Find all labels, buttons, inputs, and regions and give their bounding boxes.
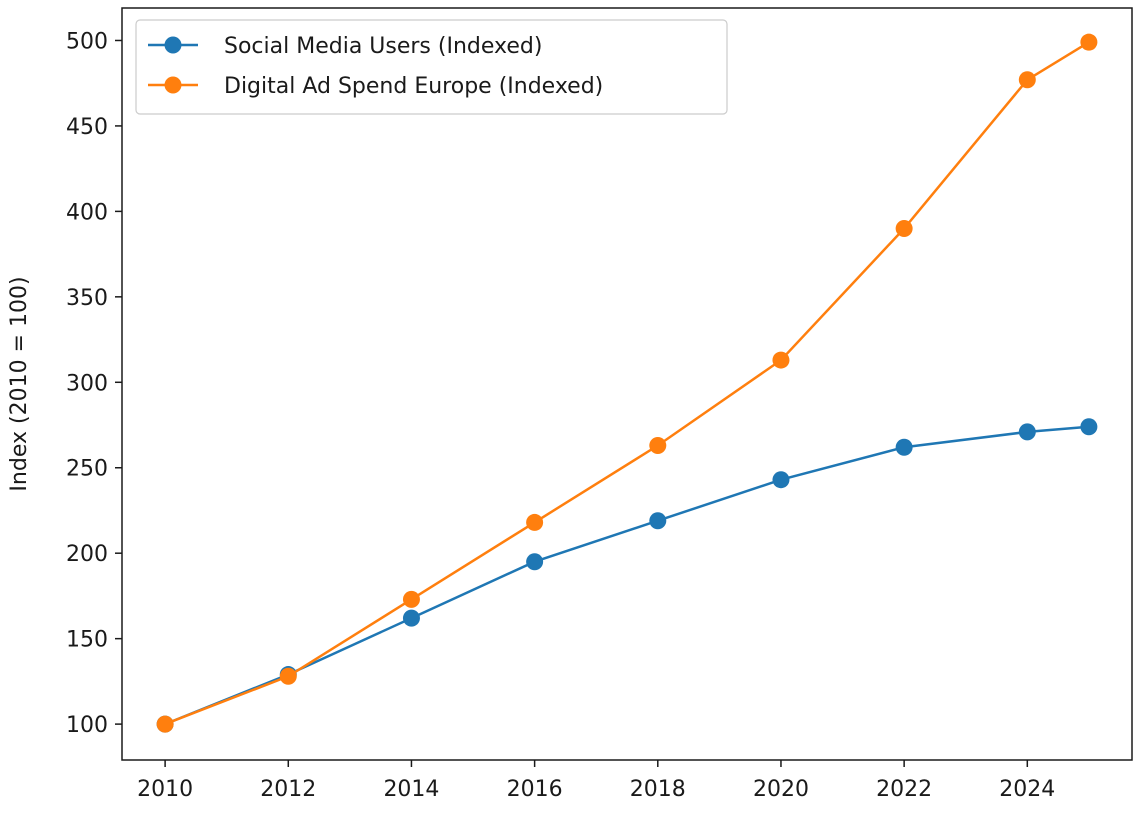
x-tick-label: 2018: [630, 777, 686, 802]
x-tick-label: 2012: [260, 777, 316, 802]
legend: Social Media Users (Indexed) Digital Ad S…: [135, 19, 728, 115]
x-tick-label: 2010: [137, 777, 193, 802]
x-tick-label: 2020: [753, 777, 809, 802]
series-line: [164, 41, 1090, 726]
data-point: [1080, 418, 1098, 436]
series-line: [164, 425, 1090, 726]
data-point: [1018, 71, 1036, 89]
data-point: [772, 471, 790, 489]
data-point: [895, 219, 913, 237]
data-point: [1018, 423, 1036, 441]
legend-entry: Social Media Users (Indexed): [148, 34, 542, 59]
y-tick-label: 400: [66, 200, 108, 225]
legend-label: Social Media Users (Indexed): [224, 34, 542, 59]
data-point: [895, 438, 913, 456]
y-tick-label: 150: [66, 628, 108, 653]
x-tick-label: 2022: [876, 777, 932, 802]
plot-area: [121, 7, 1133, 761]
data-point: [279, 667, 297, 685]
series-1: [156, 418, 1098, 733]
x-tick-label: 2014: [383, 777, 439, 802]
y-axis: 100 150 200 250 300 350 400 450 500: [66, 29, 122, 738]
legend-label: Digital Ad Spend Europe (Indexed): [224, 74, 603, 99]
y-tick-label: 350: [66, 286, 108, 311]
x-tick-label: 2016: [507, 777, 563, 802]
legend-marker: [164, 76, 182, 94]
legend-box: [135, 19, 728, 115]
x-axis: 2010 2012 2014 2016 2018 2020 2022 2024: [137, 760, 1055, 802]
series-2: [156, 33, 1098, 733]
data-point: [649, 512, 667, 530]
data-point: [649, 437, 667, 455]
data-point: [402, 609, 420, 627]
data-point: [402, 590, 420, 608]
legend-entry: Digital Ad Spend Europe (Indexed): [148, 74, 603, 99]
y-tick-label: 100: [66, 713, 108, 738]
y-tick-label: 450: [66, 115, 108, 140]
y-tick-label: 250: [66, 457, 108, 482]
x-tick-label: 2024: [999, 777, 1055, 802]
data-point: [772, 351, 790, 369]
y-tick-label: 300: [66, 371, 108, 396]
data-point: [526, 513, 544, 531]
y-tick-label: 500: [66, 29, 108, 54]
y-axis-label: Index (2010 = 100): [7, 276, 32, 491]
data-point: [156, 715, 174, 733]
series-layer: [156, 33, 1098, 733]
data-point: [526, 553, 544, 571]
legend-marker: [164, 36, 182, 54]
data-point: [1080, 33, 1098, 51]
y-tick-label: 200: [66, 542, 108, 567]
